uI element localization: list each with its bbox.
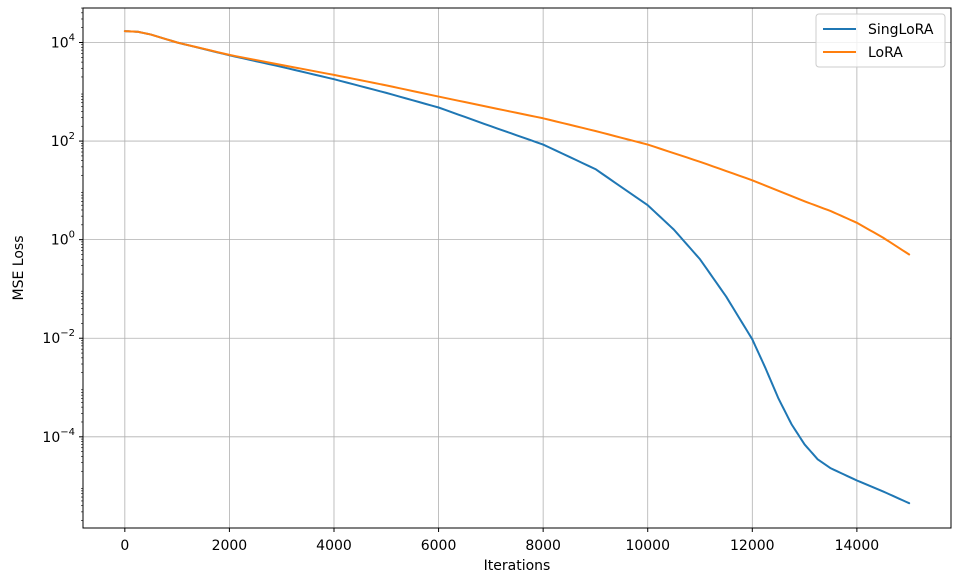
y-tick-label: 10−2 bbox=[42, 328, 75, 347]
grid-layer bbox=[83, 8, 951, 528]
x-tick-label: 6000 bbox=[421, 538, 457, 554]
y-tick-base: 10 bbox=[42, 331, 60, 347]
y-tick-exponent: −4 bbox=[60, 427, 75, 438]
x-tick-label: 12000 bbox=[730, 538, 775, 554]
y-tick-label: 100 bbox=[51, 230, 75, 249]
x-tick-label: 4000 bbox=[316, 538, 352, 554]
y-tick-base: 10 bbox=[42, 430, 60, 446]
y-tick-exponent: −2 bbox=[60, 328, 75, 339]
series-line-lora bbox=[123, 30, 911, 256]
plot-frame bbox=[82, 7, 952, 529]
y-tick-exponent: 2 bbox=[69, 131, 75, 142]
y-tick-exponent: 0 bbox=[69, 230, 75, 241]
y-tick-base: 10 bbox=[51, 36, 69, 52]
x-axis-title: Iterations bbox=[484, 558, 551, 570]
legend-label-lora: LoRA bbox=[868, 45, 903, 61]
legend: SingLoRA LoRA bbox=[815, 13, 946, 68]
tick-layer: 0 2000 4000 6000 8000 10000 12000 1400010410210… bbox=[42, 7, 880, 554]
legend-label-singlora: SingLoRA bbox=[868, 22, 934, 38]
legend-box bbox=[815, 13, 946, 68]
x-tick-label: 8000 bbox=[525, 538, 561, 554]
y-tick-exponent: 4 bbox=[69, 33, 75, 44]
y-axis-title: MSE Loss bbox=[11, 236, 27, 301]
x-tick-label: 10000 bbox=[625, 538, 670, 554]
series-layer bbox=[123, 30, 911, 505]
x-tick-label: 2000 bbox=[212, 538, 248, 554]
y-tick-label: 104 bbox=[51, 33, 75, 52]
y-tick-base: 10 bbox=[51, 134, 69, 150]
y-tick-label: 10−4 bbox=[42, 427, 75, 446]
x-tick-label: 14000 bbox=[835, 538, 880, 554]
y-tick-base: 10 bbox=[51, 233, 69, 249]
x-tick-label: 0 bbox=[120, 538, 129, 554]
y-tick-label: 102 bbox=[51, 131, 75, 150]
